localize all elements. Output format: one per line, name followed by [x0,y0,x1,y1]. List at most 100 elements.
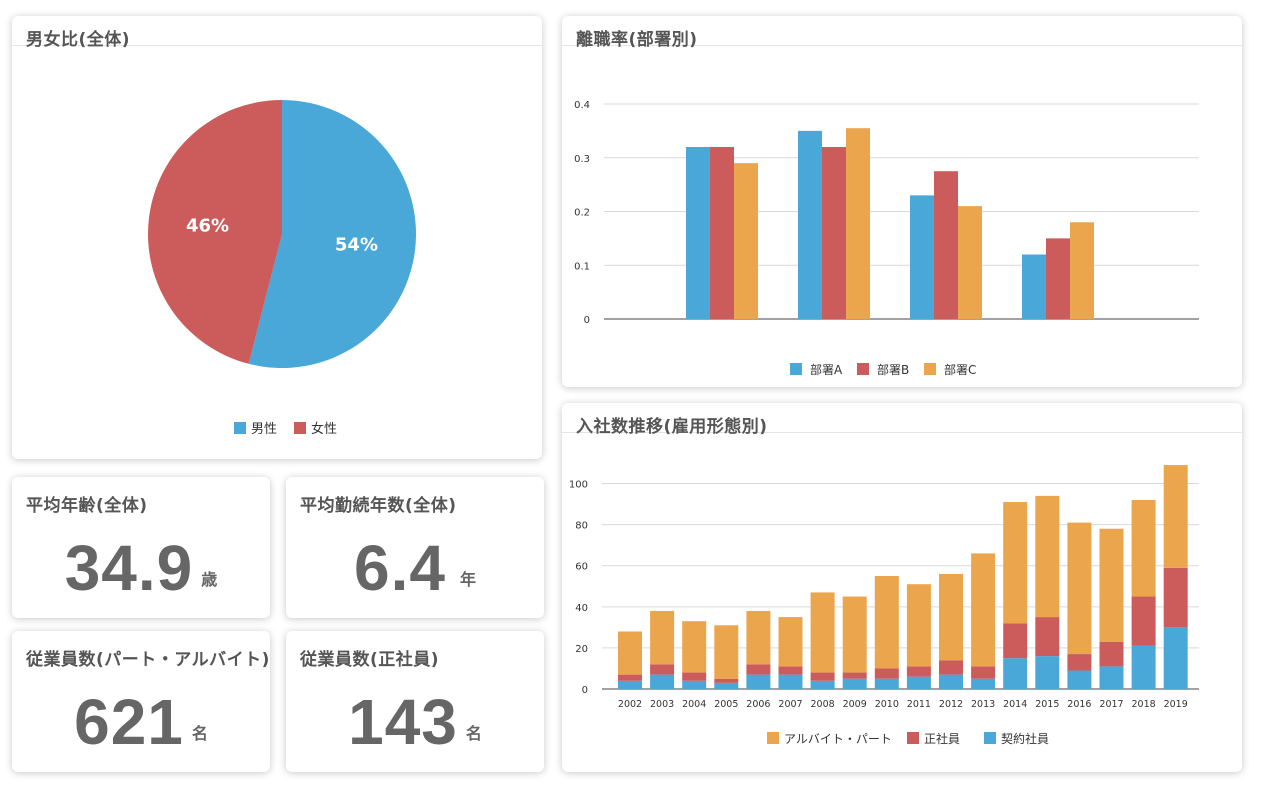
bar [686,147,710,319]
x-tick-label: 2010 [875,699,899,710]
bar-segment [939,674,963,689]
y-tick-label: 0 [582,685,588,696]
legend-swatch [857,363,869,375]
hires-stacked-bar-chart: 0 20 40 60 80 100 2002 2003 2004 2005 2006 2007 2008… [569,465,1199,746]
y-tick-label: 0.3 [574,154,590,165]
bar-segment [1131,499,1156,597]
kpi-avg-tenure-unit: 年 [459,570,476,589]
bar-segment [906,666,931,677]
legend-label: 契約社員 [1001,731,1049,746]
turnover-title: 離職率(部署別) [562,16,1242,50]
bar-segment [682,672,707,681]
kpi-avg-tenure-card: 平均勤続年数(全体) 6.4 年 [286,477,544,618]
bar-segment [906,676,931,689]
bar-segment [714,682,739,689]
legend-label: 女性 [311,421,337,437]
kpi-staff-full-unit: 名 [465,724,482,743]
pie-data-label: 46% [186,216,229,237]
bar [798,130,822,319]
y-tick-label: 0.4 [574,100,590,111]
bar-segment [618,631,642,675]
x-tick-label: 2005 [714,699,738,710]
y-tick-label: 0 [584,315,590,326]
x-tick-label: 2017 [1099,699,1123,710]
bar [958,206,982,319]
bar-segment [618,674,642,681]
bar-segment [971,666,996,679]
bar [910,195,934,319]
bar-segment [971,553,996,667]
legend-label: 部署C [944,362,976,377]
bar-segment [1035,617,1060,657]
bar-segment [618,680,642,689]
bar-segment [810,680,835,689]
legend-swatch [294,422,306,434]
kpi-avg-tenure-value: 6.4 [354,531,446,604]
pie-data-label: 54% [335,234,378,255]
pie-slice [248,100,417,369]
x-tick-label: 2002 [618,699,642,710]
bar [1046,238,1070,319]
bar-segment [746,610,771,665]
x-tick-label: 2012 [939,699,963,710]
bar-segment [842,678,867,689]
kpi-avg-age-card: 平均年齢(全体) 34.9 歳 [12,477,270,618]
x-tick-label: 2018 [1132,699,1156,710]
bar-segment [1131,596,1156,646]
bar-segment [1163,465,1188,568]
kpi-avg-age-unit: 歳 [201,570,218,589]
x-tick-label: 2009 [843,699,867,710]
bar [822,147,846,319]
x-tick-label: 2007 [778,699,802,710]
bar-segment [650,610,675,665]
bar-segment [1035,656,1060,689]
x-tick-label: 2006 [746,699,770,710]
bar-segment [1163,627,1188,689]
bar-segment [939,573,963,661]
legend-swatch [907,732,919,744]
kpi-staff-part-title: 従業員数(パート・アルバイト) [26,650,270,670]
x-tick-label: 2019 [1164,699,1188,710]
bar-segment [842,596,867,673]
kpi-avg-age-value: 34.9 [64,531,194,604]
y-tick-label: 0.2 [574,208,590,219]
bar-segment [1099,528,1124,642]
x-tick-label: 2011 [907,699,931,710]
turnover-bar-chart: 0 0.1 0.2 0.3 0.4 部署A 部署B 部署C [574,100,1199,377]
bar-segment [778,674,803,689]
bar-segment [906,584,931,667]
x-tick-label: 2004 [682,699,706,710]
legend-swatch [790,363,802,375]
bar-segment [1067,522,1092,655]
bar-segment [1003,623,1028,659]
gender-ratio-card: 男女比(全体) 54% 46% 男性 女性 [12,16,542,459]
x-tick-label: 2016 [1067,699,1091,710]
y-tick-label: 40 [575,603,588,614]
bar-segment [1099,641,1124,667]
bar [934,171,958,319]
x-tick-label: 2013 [971,699,995,710]
y-tick-label: 60 [575,562,588,573]
legend-swatch [234,422,246,434]
bar-segment [650,674,675,689]
legend-label: 男性 [251,422,277,437]
kpi-staff-full-card: 従業員数(正社員) 143 名 [286,631,544,772]
bar-segment [746,664,771,675]
y-tick-label: 80 [575,521,588,532]
bar-segment [1067,670,1092,689]
kpi-avg-tenure-title: 平均勤続年数(全体) [300,496,457,516]
bar-segment [1067,654,1092,671]
bar-segment [874,668,899,679]
bar [1070,222,1094,319]
bar [734,163,758,319]
bar [710,147,734,319]
kpi-staff-part-value: 621 [74,685,184,758]
bar-segment [714,678,739,683]
pie-slice [148,100,282,364]
kpi-staff-part-card: 従業員数(パート・アルバイト) 621 名 [12,631,270,772]
kpi-staff-full-value: 143 [348,685,458,758]
legend-swatch [924,363,936,375]
turnover-card: 離職率(部署別) 0 0.1 0.2 0.3 0.4 部署A 部署B 部署C [562,16,1242,387]
bar [846,128,870,319]
bar-segment [682,621,707,673]
